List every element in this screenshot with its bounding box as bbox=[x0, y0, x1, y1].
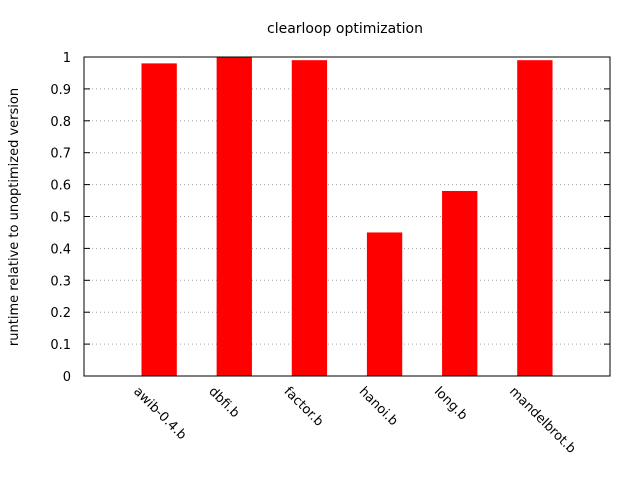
y-tick-label: 0.7 bbox=[50, 147, 71, 162]
chart-title: clearloop optimization bbox=[267, 21, 423, 37]
x-tick-label: factor.b bbox=[281, 384, 326, 429]
x-tick-label: awib-0.4.b bbox=[130, 384, 189, 443]
bar-factor.b bbox=[291, 60, 328, 376]
bar-mandelbrot.b bbox=[517, 60, 553, 376]
y-tick-label: 0.6 bbox=[50, 179, 71, 194]
x-tick-label: mandelbrot.b bbox=[506, 384, 578, 456]
y-tick-label: 0.1 bbox=[50, 338, 71, 353]
y-tick-label: 0.2 bbox=[50, 306, 71, 321]
x-tick-label: hanoi.b bbox=[356, 384, 401, 429]
y-tick-labels: 0 0.1 0.2 0.3 0.4 0.5 0.6 0.7 0.8 0.9 1 bbox=[50, 51, 610, 385]
y-tick-label: 0.3 bbox=[50, 274, 71, 289]
bar-awib-0.4.b bbox=[141, 63, 177, 376]
x-tick-labels: awib-0.4.b dbfi.b factor.b hanoi.b long.b man… bbox=[130, 384, 578, 456]
plot-frame bbox=[83, 56, 611, 377]
y-tick-label: 0 bbox=[63, 370, 71, 385]
y-tick-label: 0.5 bbox=[50, 211, 71, 226]
bar-long.b bbox=[442, 190, 478, 376]
y-tick-label: 1 bbox=[63, 51, 71, 66]
bars bbox=[141, 57, 553, 376]
y-tick-label: 0.8 bbox=[50, 115, 71, 130]
x-tick-label: dbfi.b bbox=[205, 384, 242, 421]
bar-dbfi.b bbox=[216, 57, 252, 376]
y-tick-label: 0.9 bbox=[50, 83, 71, 98]
bar-hanoi.b bbox=[366, 232, 403, 376]
y-axis-label: runtime relative to unoptimized version bbox=[7, 88, 22, 346]
y-tick-label: 0.4 bbox=[50, 242, 71, 257]
x-tick-label: long.b bbox=[431, 384, 470, 423]
